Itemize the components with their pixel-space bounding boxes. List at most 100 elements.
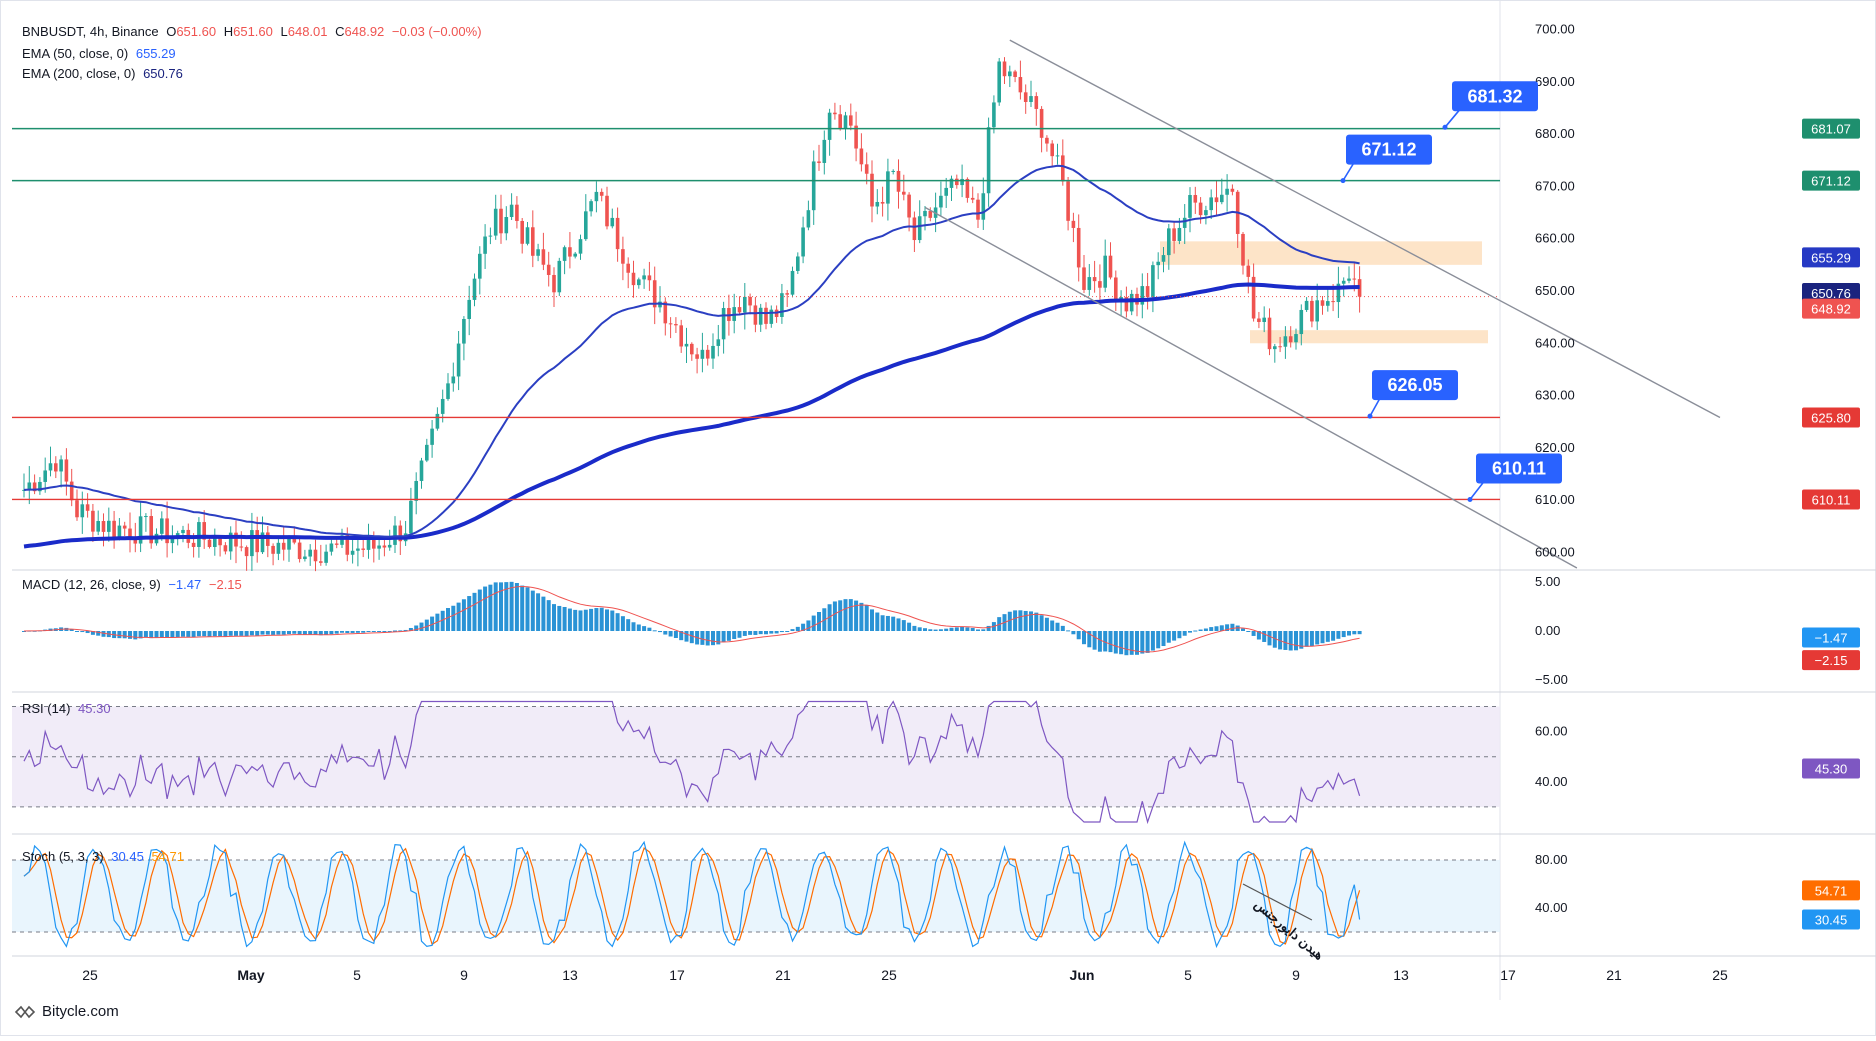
macd-histogram-bar (743, 631, 747, 636)
macd-histogram-bar (897, 618, 901, 631)
brand[interactable]: Bitycle.com (14, 1003, 119, 1020)
candle-body (483, 237, 487, 254)
macd-histogram-bar (192, 631, 196, 637)
price-badge-text: 671.12 (1811, 174, 1851, 189)
ema50-value: 655.29 (136, 46, 176, 61)
candle-body (1077, 228, 1081, 267)
candle-body (489, 236, 493, 237)
stoch-badge-text: 54.71 (1815, 883, 1848, 898)
candle-body (208, 540, 212, 547)
candle-body (86, 504, 90, 510)
candle-body (1151, 265, 1155, 297)
candle-body (542, 249, 546, 264)
macd-histogram-bar (918, 627, 922, 631)
candle-body (324, 552, 328, 563)
macd-histogram-bar (547, 600, 551, 631)
candle-body (828, 113, 832, 140)
candle-body (881, 202, 885, 204)
candle-body (467, 300, 471, 319)
candle-body (791, 271, 795, 295)
candle-body (902, 192, 906, 195)
candle-body (870, 174, 874, 207)
candle-body (457, 344, 461, 377)
macd-histogram-bar (345, 631, 349, 633)
candle-body (891, 171, 895, 172)
candle-body (785, 293, 789, 294)
macd-histogram-bar (1204, 628, 1208, 631)
macd-histogram-bar (658, 631, 662, 632)
macd-histogram-bar (632, 622, 636, 631)
rsi-value: 45.30 (78, 701, 111, 716)
stoch-legend[interactable]: Stoch (5, 3, 3) 30.45 54.71 (22, 849, 188, 864)
candle-body (351, 551, 355, 555)
callout-text: 671.12 (1361, 140, 1416, 160)
candle-body (685, 344, 689, 347)
macd-histogram-bar (245, 631, 249, 636)
macd-histogram-bar (1336, 631, 1340, 639)
candle-body (823, 140, 827, 163)
candle-body (1109, 256, 1113, 278)
price-tick-label: 600.00 (1535, 544, 1575, 559)
macd-histogram-bar (483, 587, 487, 631)
macd-histogram-bar (1045, 618, 1049, 631)
candle-body (1003, 61, 1007, 76)
ema200-legend[interactable]: EMA (200, close, 0) 650.76 (22, 66, 187, 81)
macd-histogram-bar (144, 631, 148, 637)
macd-histogram-bar (526, 587, 530, 631)
price-badge-text: 681.07 (1811, 122, 1851, 137)
price-badge-text: 655.29 (1811, 250, 1851, 265)
macd-histogram-bar (1098, 631, 1102, 652)
macd-histogram-bar (1209, 627, 1213, 631)
macd-histogram-bar (600, 608, 604, 631)
macd-histogram-bar (1215, 626, 1219, 631)
candle-body (960, 179, 964, 185)
macd-histogram-bar (748, 631, 752, 635)
candle-body (224, 545, 228, 551)
macd-legend[interactable]: MACD (12, 26, close, 9) −1.47 −2.15 (22, 577, 246, 592)
rsi-label: RSI (14) (22, 701, 70, 716)
candle-body (738, 307, 742, 312)
candle-body (992, 102, 996, 127)
macd-histogram-bar (1018, 610, 1022, 631)
candle-body (695, 354, 699, 358)
macd-histogram-bar (706, 631, 710, 645)
candle-body (245, 547, 249, 556)
rsi-tick-label: 60.00 (1535, 724, 1568, 739)
candle-body (81, 504, 85, 517)
candle-body (1347, 279, 1351, 281)
candle-body (611, 218, 615, 226)
macd-histogram-bar (1056, 623, 1060, 631)
macd-histogram-bar (1326, 631, 1330, 642)
candle-body (913, 217, 917, 240)
price-tick-label: 690.00 (1535, 74, 1575, 89)
macd-histogram-bar (181, 631, 185, 637)
candle-body (711, 346, 715, 359)
macd-histogram-bar (669, 631, 673, 636)
macd-histogram-bar (75, 631, 79, 632)
candle-body (584, 211, 588, 239)
candle-body (626, 264, 630, 273)
candle-body (1072, 221, 1076, 228)
macd-histogram-bar (653, 630, 657, 631)
candle-body (277, 543, 281, 554)
rsi-legend[interactable]: RSI (14) 45.30 (22, 701, 115, 716)
macd-histogram-bar (446, 608, 450, 631)
stoch-k-value: 30.45 (111, 849, 144, 864)
price-tick-label: 610.00 (1535, 492, 1575, 507)
macd-histogram-bar (170, 631, 174, 637)
stoch-d-value: 54.71 (151, 849, 184, 864)
ema50-legend[interactable]: EMA (50, close, 0) 655.29 (22, 46, 180, 61)
candle-body (1300, 310, 1304, 334)
candle-body (1278, 346, 1282, 347)
macd-histogram-bar (1034, 613, 1038, 631)
candle-body (838, 114, 842, 128)
candle-body (1146, 286, 1150, 297)
macd-histogram-bar (520, 586, 524, 631)
stoch-tick-label: 40.00 (1535, 900, 1568, 915)
macd-histogram-bar (1246, 631, 1250, 632)
macd-histogram-bar (912, 626, 916, 631)
macd-histogram-bar (1268, 631, 1272, 645)
macd-histogram-bar (213, 631, 217, 636)
candle-body (997, 61, 1001, 102)
